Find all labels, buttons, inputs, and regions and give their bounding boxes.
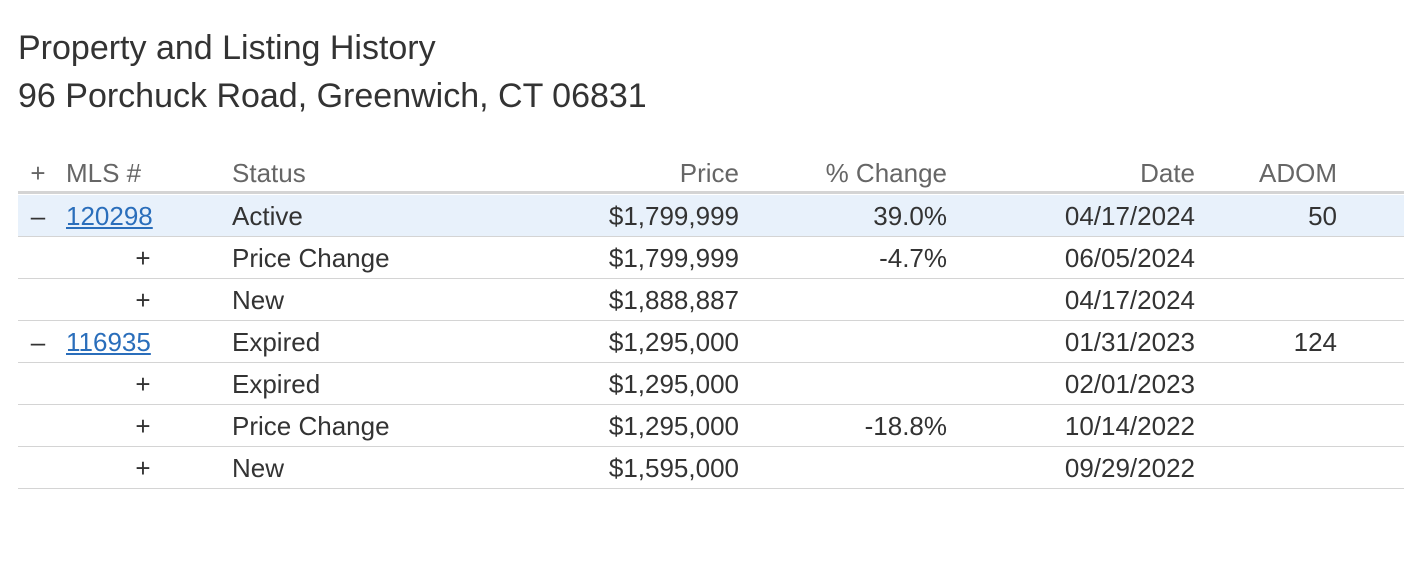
table-row: [18, 195, 1404, 237]
date-cell: 10/14/2022: [1064, 411, 1195, 441]
table-row: [18, 405, 1404, 447]
price-cell: $1,295,000: [608, 327, 739, 357]
table-row: [18, 237, 1404, 279]
page-title: Property and Listing History: [18, 29, 436, 67]
address: 96 Porchuck Road, Greenwich, CT 06831: [18, 77, 647, 115]
date-cell: 09/29/2022: [1064, 453, 1195, 483]
price-cell: $1,295,000: [608, 369, 739, 399]
expand-toggle[interactable]: +: [135, 453, 151, 483]
adom-cell: 50: [1308, 201, 1337, 231]
price-cell: $1,888,887: [608, 285, 739, 315]
column-header: ADOM: [1259, 158, 1337, 188]
date-cell: 04/17/2024: [1064, 201, 1195, 231]
status-cell: Active: [232, 201, 303, 231]
table-row: [18, 447, 1404, 489]
table-row: [18, 279, 1404, 321]
status-cell: Expired: [232, 369, 321, 399]
status-cell: Price Change: [232, 411, 390, 441]
expand-toggle[interactable]: +: [135, 243, 151, 273]
price-cell: $1,595,000: [608, 453, 739, 483]
date-cell: 01/31/2023: [1064, 327, 1195, 357]
adom-cell: 124: [1293, 327, 1337, 357]
header-row: [18, 152, 1404, 194]
column-header: Date: [1140, 158, 1195, 188]
expand-toggle[interactable]: –: [30, 327, 46, 357]
expand-toggle[interactable]: –: [30, 201, 46, 231]
status-cell: Expired: [232, 327, 321, 357]
status-cell: New: [232, 453, 285, 483]
change-cell: -18.8%: [864, 411, 947, 441]
column-header: Price: [679, 158, 739, 188]
status-cell: New: [232, 285, 285, 315]
price-cell: $1,799,999: [608, 243, 739, 273]
price-cell: $1,799,999: [608, 201, 739, 231]
date-cell: 04/17/2024: [1064, 285, 1195, 315]
column-header: +: [30, 158, 46, 188]
column-header: Status: [232, 158, 306, 188]
date-cell: 06/05/2024: [1064, 243, 1195, 273]
date-cell: 02/01/2023: [1064, 369, 1195, 399]
change-cell: 39.0%: [873, 201, 947, 231]
mls-link[interactable]: 120298: [66, 201, 153, 231]
expand-toggle[interactable]: +: [135, 411, 151, 441]
table-row: [18, 363, 1404, 405]
column-header: MLS #: [66, 158, 142, 188]
expand-toggle[interactable]: +: [135, 369, 151, 399]
status-cell: Price Change: [232, 243, 390, 273]
mls-link[interactable]: 116935: [66, 327, 151, 357]
column-header: % Change: [825, 158, 947, 188]
change-cell: -4.7%: [879, 243, 947, 273]
price-cell: $1,295,000: [608, 411, 739, 441]
table-row: [18, 321, 1404, 363]
expand-toggle[interactable]: +: [135, 285, 151, 315]
